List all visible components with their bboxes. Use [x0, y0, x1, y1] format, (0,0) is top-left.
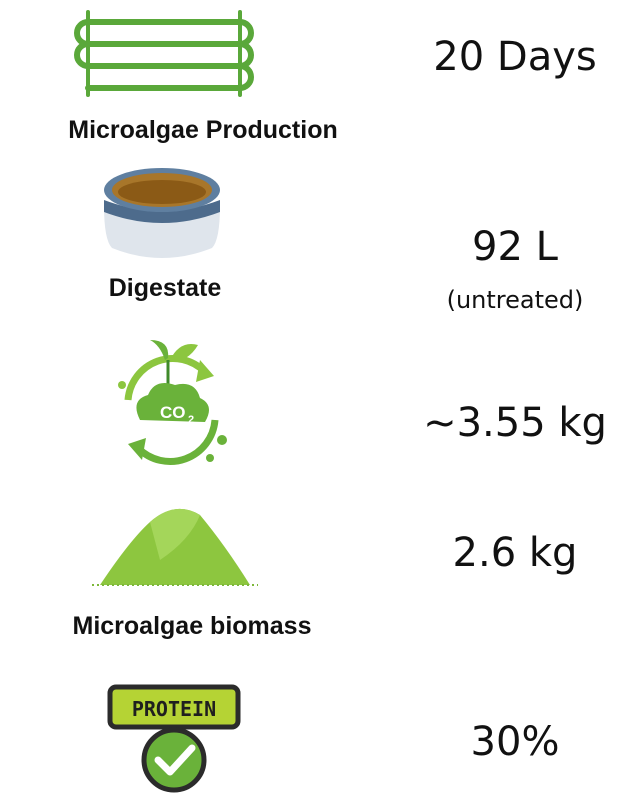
pipes-icon: [74, 10, 254, 97]
item-note: (untreated): [447, 286, 584, 314]
biomass-icon: [92, 508, 258, 586]
item-value: 2.6 kg: [453, 530, 578, 576]
icon-text: CO: [160, 403, 186, 422]
co2-icon: CO 2: [118, 340, 227, 465]
item-value: 92 L: [472, 224, 559, 270]
item-value: 20 Days: [433, 34, 596, 80]
item-value: ~3.55 kg: [423, 400, 607, 446]
item-label: Microalgae Production: [68, 116, 337, 144]
bucket-icon: [104, 168, 220, 258]
icon-text: PROTEIN: [132, 697, 216, 721]
item-label: Microalgae biomass: [73, 612, 312, 640]
item-value: 30%: [471, 719, 560, 765]
item-label: Digestate: [109, 274, 222, 302]
protein-icon: PROTEIN: [107, 684, 241, 793]
icon-subscript: 2: [188, 414, 194, 426]
